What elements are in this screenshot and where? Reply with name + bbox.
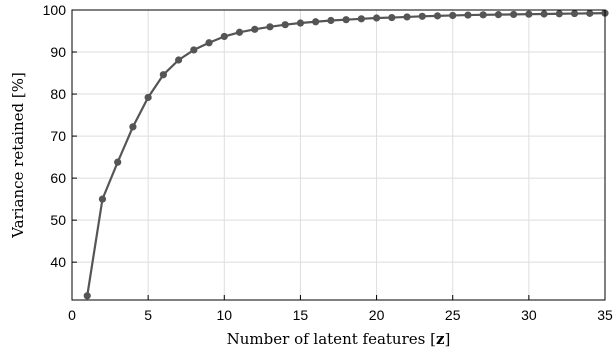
x-tick-label: 25 bbox=[445, 307, 461, 323]
data-point bbox=[235, 28, 244, 36]
y-tick-label: 90 bbox=[50, 44, 66, 60]
data-point bbox=[418, 12, 426, 20]
data-point bbox=[540, 10, 548, 18]
data-point bbox=[144, 93, 152, 102]
data-point bbox=[357, 15, 365, 23]
data-point bbox=[555, 10, 563, 18]
data-point bbox=[281, 21, 289, 29]
x-tick-label: 10 bbox=[216, 307, 232, 323]
data-point bbox=[433, 12, 442, 20]
y-tick-label: 70 bbox=[50, 128, 66, 144]
data-point bbox=[586, 9, 594, 17]
x-tick-label: 15 bbox=[293, 307, 309, 323]
plot-frame bbox=[71, 9, 606, 301]
data-point bbox=[175, 56, 183, 64]
data-point bbox=[342, 16, 350, 24]
data-point bbox=[525, 10, 533, 18]
data-point bbox=[479, 11, 487, 19]
x-tick-label: 20 bbox=[369, 307, 385, 323]
data-point bbox=[129, 123, 137, 131]
data-point bbox=[570, 9, 579, 18]
data-point bbox=[312, 18, 320, 26]
data-point bbox=[220, 32, 228, 41]
series-line bbox=[86, 12, 606, 296]
y-axis-title: Variance retained [%] bbox=[9, 72, 27, 239]
ticks: 0 5 10 15 20 25 30 35 40 50 60 70 80 90 100 bbox=[43, 2, 613, 323]
data-point bbox=[494, 11, 502, 19]
data-point bbox=[464, 11, 472, 19]
data-point bbox=[266, 23, 274, 31]
y-tick-label: 80 bbox=[50, 86, 66, 102]
x-axis-title: Number of latent features [z] bbox=[227, 330, 451, 348]
data-point bbox=[114, 158, 122, 166]
data-point bbox=[251, 25, 259, 33]
data-point bbox=[327, 16, 335, 25]
x-tick-label: 5 bbox=[144, 307, 152, 323]
data-point bbox=[83, 292, 91, 300]
data-point bbox=[449, 11, 457, 20]
x-tick-label: 30 bbox=[521, 307, 537, 323]
series-variance bbox=[83, 9, 609, 300]
data-point bbox=[205, 39, 213, 47]
data-point bbox=[98, 195, 107, 203]
y-tick-label: 100 bbox=[43, 2, 67, 18]
data-point bbox=[372, 14, 381, 22]
data-point bbox=[159, 71, 167, 79]
data-point bbox=[510, 10, 518, 19]
x-tick-label: 35 bbox=[597, 307, 613, 323]
data-point bbox=[403, 13, 411, 21]
y-tick-label: 60 bbox=[50, 170, 66, 186]
data-point bbox=[296, 19, 305, 27]
data-point bbox=[388, 13, 396, 22]
data-point bbox=[190, 46, 198, 54]
y-tick-label: 50 bbox=[50, 212, 66, 228]
y-tick-label: 40 bbox=[50, 254, 66, 270]
grid bbox=[71, 9, 606, 300]
x-tick-label: 0 bbox=[68, 307, 76, 323]
